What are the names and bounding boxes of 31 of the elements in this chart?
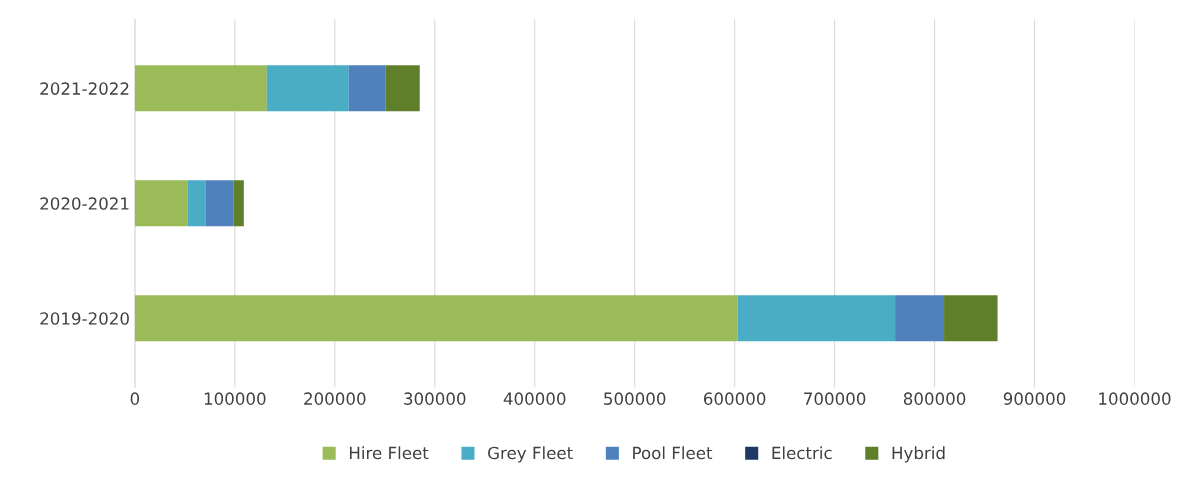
bar [205,180,234,227]
y-tick-label: 2020-2021 [40,197,129,210]
legend-label: Grey Fleet [488,446,573,463]
x-tick-label: 0 [130,392,140,405]
bar [134,65,267,112]
x-tick-label: 800000 [903,392,966,405]
x-tick-label: 500000 [604,392,666,405]
bar [134,180,188,227]
bar [385,65,420,112]
bar [134,295,738,342]
x-tick-label: 400000 [503,392,566,405]
legend-label: Pool Fleet [633,446,713,460]
x-tick-label: 1000000 [1099,392,1171,405]
x-tick-label: 700000 [804,392,866,405]
bar [233,180,244,227]
bar [266,65,349,112]
x-tick-label: 300000 [404,392,466,405]
bar [348,65,386,112]
legend-label: Hire Fleet [349,446,429,460]
legend-label: Electric [772,446,832,460]
legend-label: Hybrid [892,446,945,463]
bar [737,295,896,342]
bar [187,180,206,227]
y-tick-label: 2019-2020 [40,312,129,325]
x-tick-label: 200000 [304,392,366,405]
x-tick-label: 600000 [703,392,766,405]
bar [895,295,945,342]
x-tick-label: 100000 [204,392,266,405]
x-tick-label: 900000 [1003,392,1066,405]
y-tick-label: 2021-2022 [40,82,129,95]
bar [944,295,998,342]
